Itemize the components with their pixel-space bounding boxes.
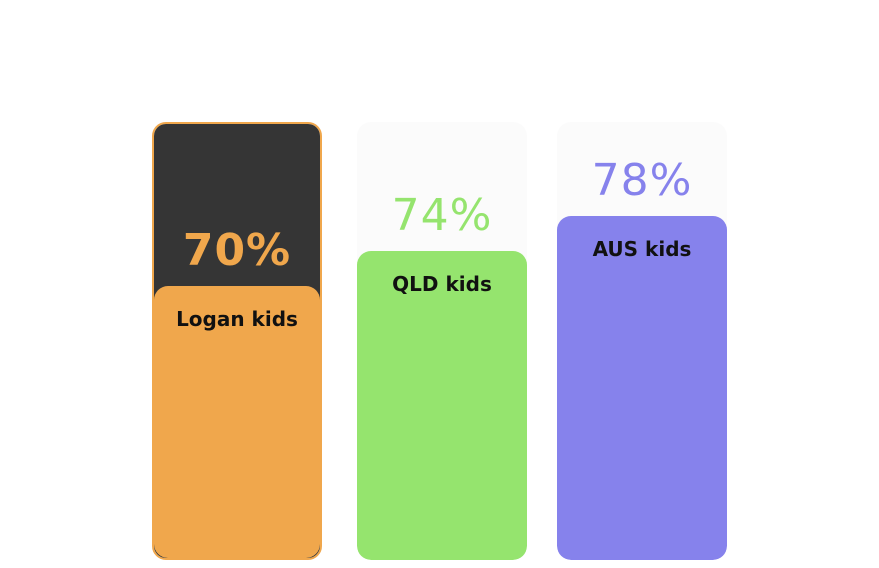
category-label-logan-kids: Logan kids [176,307,298,331]
value-label-qld-kids: 74% [391,190,493,241]
category-label-aus-kids: AUS kids [592,237,692,261]
bar-aus-kids [557,216,727,560]
bar-column-qld-kids: 74% QLD kids [357,122,527,560]
value-label-aus-kids: 78% [591,155,693,206]
bar-column-aus-kids: 78% AUS kids [557,122,727,560]
value-label-logan-kids: 70% [182,225,292,276]
bar-column-logan-kids: 70% Logan kids [152,122,322,560]
bar-logan-kids [154,286,320,558]
bar-qld-kids [357,251,527,560]
category-label-qld-kids: QLD kids [392,272,492,296]
